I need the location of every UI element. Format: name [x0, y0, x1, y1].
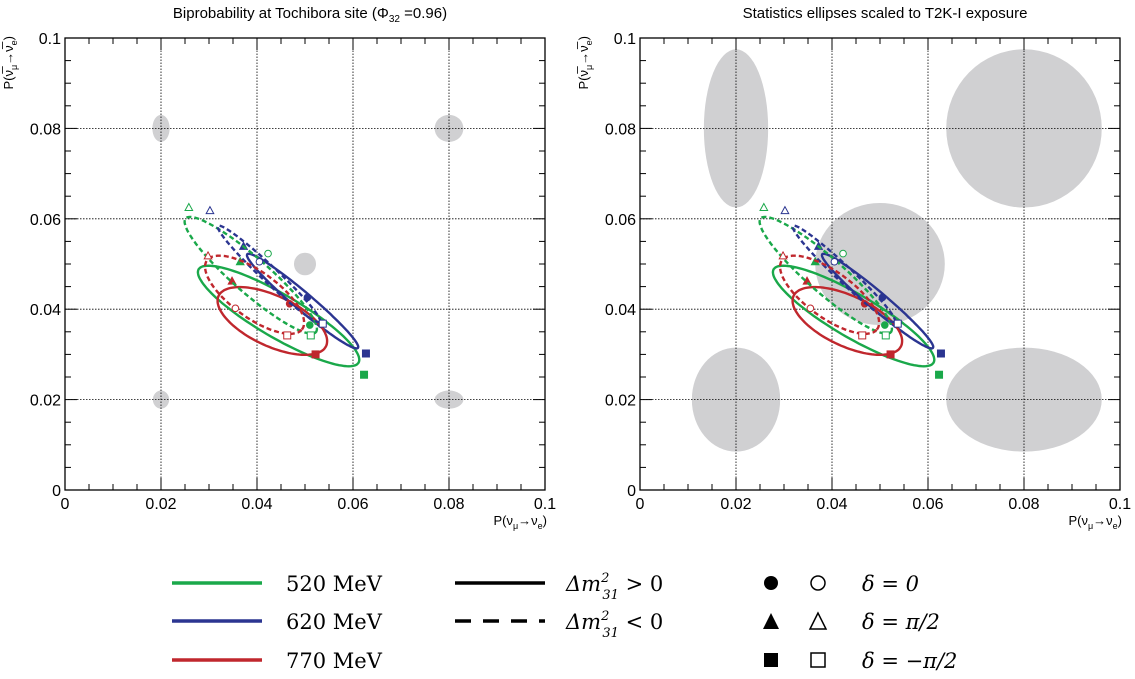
legend-open-triangle-icon	[808, 611, 828, 630]
legend: 520 MeV 620 MeV 770 MeV Δm2 31 > 0 Δm2 31 …	[172, 571, 957, 673]
legend-filled-square-icon	[764, 653, 778, 667]
bi-probability-curve-620-mev-normal	[245, 252, 360, 350]
y-tick-label: 0.06	[30, 212, 61, 229]
marker-delta-minus-pi-over-2	[311, 350, 320, 359]
right-panel-title: Statistics ellipses scaled to T2K-I expo…	[743, 5, 1028, 22]
x-tick-label: 0.02	[145, 496, 176, 513]
legend-label-deltapi2: δ = π/2	[862, 610, 940, 634]
marker-delta-0	[839, 249, 847, 258]
marker-delta-minus-pi-over-2	[283, 331, 292, 340]
y-tick-label: 0.1	[39, 31, 61, 48]
marker-delta-pi-over-2	[205, 205, 215, 215]
marker-delta-0	[306, 321, 314, 329]
x-tick-label: 0.08	[1008, 496, 1039, 513]
left-panel-title: Biprobability at Tochibora site (Φ32 =0.…	[173, 5, 447, 25]
bi-probability-curve-620-mev-inverted	[216, 224, 322, 324]
marker-delta-0	[231, 304, 240, 313]
marker-delta-minus-pi-over-2	[881, 331, 890, 340]
marker-delta-minus-pi-over-2	[936, 349, 945, 358]
legend-label-delta0: δ = 0	[862, 572, 919, 596]
legend-energies: 520 MeV 620 MeV 770 MeV	[172, 572, 383, 673]
x-tick-label: 0.1	[1109, 496, 1131, 513]
legend-filled-triangle-icon	[763, 613, 779, 629]
left-panel: Biprobability at Tochibora site (Φ32 =0.…	[1, 5, 556, 531]
marker-delta-pi-over-2	[184, 202, 194, 211]
legend-label-520: 520 MeV	[286, 572, 383, 596]
x-tick-label: 0.04	[241, 496, 272, 513]
bi-probability-curve-770-mev-inverted	[203, 254, 306, 335]
x-axis-label: P(νμ→νe)	[493, 513, 547, 531]
x-tick-label: 0.02	[720, 496, 751, 513]
marker-delta-minus-pi-over-2	[935, 370, 944, 379]
marker-delta-pi-over-2	[778, 250, 788, 260]
legend-hierarchy: Δm2 31 > 0 Δm2 31 < 0	[455, 571, 663, 641]
marker-delta-pi-over-2	[780, 205, 790, 215]
y-tick-label: 0	[627, 483, 636, 500]
right-panel: Statistics ellipses scaled to T2K-I expo…	[576, 5, 1131, 531]
y-tick-label: 0	[52, 483, 61, 500]
x-tick-label: 0.1	[534, 496, 556, 513]
x-tick-label: 0	[636, 496, 645, 513]
marker-delta-0	[264, 249, 272, 258]
marker-delta-pi-over-2	[203, 250, 213, 260]
marker-delta-minus-pi-over-2	[858, 331, 867, 340]
legend-open-circle-icon	[810, 575, 826, 591]
legend-label-deltampi2: δ = −π/2	[862, 649, 957, 673]
legend-label-770: 770 MeV	[286, 649, 383, 673]
marker-delta-minus-pi-over-2	[886, 350, 895, 359]
legend-label-inverted: Δm2 31 < 0	[565, 609, 663, 641]
marker-delta-minus-pi-over-2	[360, 370, 369, 379]
y-tick-label: 0.04	[30, 302, 61, 319]
bi-probability-curve-620-mev-inverted	[791, 224, 897, 324]
bi-probability-curve-620-mev-normal	[820, 252, 935, 350]
legend-phases: δ = 0 δ = π/2 δ = −π/2	[763, 572, 957, 673]
marker-delta-minus-pi-over-2	[318, 319, 327, 328]
legend-filled-circle-icon	[764, 576, 778, 590]
y-tick-label: 0.08	[30, 121, 61, 138]
x-axis-label: P(νμ→νe)	[1068, 513, 1122, 531]
marker-delta-pi-over-2	[759, 202, 769, 211]
bi-probability-curve-770-mev-inverted	[778, 254, 881, 335]
bi-probability-curve-520-mev-inverted	[183, 215, 319, 335]
x-tick-label: 0.06	[337, 496, 368, 513]
legend-open-square-icon	[810, 652, 826, 668]
y-tick-label: 0.08	[605, 121, 636, 138]
marker-delta-minus-pi-over-2	[893, 319, 902, 328]
marker-delta-minus-pi-over-2	[306, 331, 315, 340]
marker-delta-0	[806, 304, 815, 313]
y-axis-label: P(ν̅μ→ν̅e)	[576, 36, 594, 90]
marker-delta-minus-pi-over-2	[361, 349, 370, 358]
y-tick-label: 0.04	[605, 302, 636, 319]
legend-label-620: 620 MeV	[286, 610, 383, 634]
y-tick-label: 0.02	[30, 393, 61, 410]
x-tick-label: 0.08	[433, 496, 464, 513]
legend-label-normal: Δm2 31 > 0	[565, 571, 663, 603]
bi-probability-curve-520-mev-inverted	[758, 215, 894, 335]
x-tick-label: 0.06	[912, 496, 943, 513]
statistics-ellipse	[293, 252, 317, 276]
y-tick-label: 0.02	[605, 393, 636, 410]
y-tick-label: 0.1	[614, 31, 636, 48]
marker-delta-0	[830, 257, 839, 266]
y-axis-label: P(ν̅μ→ν̅e)	[1, 36, 19, 90]
y-tick-label: 0.06	[605, 212, 636, 229]
x-tick-label: 0	[61, 496, 70, 513]
marker-delta-0	[881, 321, 889, 329]
x-tick-label: 0.04	[816, 496, 847, 513]
marker-delta-0	[255, 257, 264, 266]
